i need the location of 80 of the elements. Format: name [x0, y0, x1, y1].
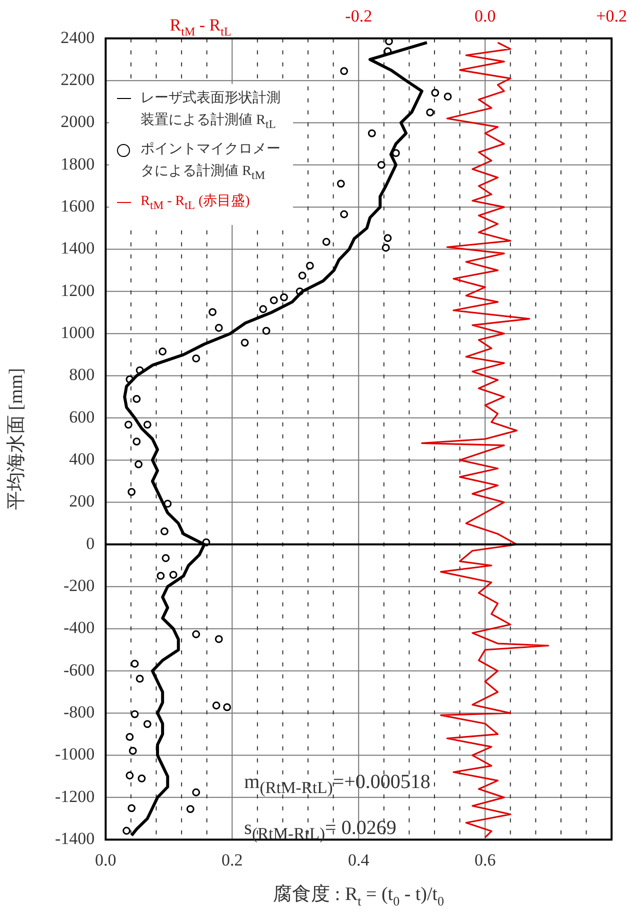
- legend-label: レーザ式表面形状計測装置による計測値 R$_{tL}$: [140, 89, 282, 132]
- y-tick-label: 600: [69, 407, 95, 426]
- legend-label: R$_{tM}$ - R$_{tL}$ (赤目盛): [140, 192, 250, 214]
- point: [214, 324, 223, 332]
- point: [192, 788, 200, 796]
- point: [128, 804, 136, 812]
- x-tick-label: 0.4: [348, 850, 370, 870]
- point: [192, 630, 200, 638]
- point: [136, 674, 144, 683]
- point: [122, 826, 130, 835]
- point: [431, 88, 440, 97]
- point: [156, 572, 165, 580]
- point: [158, 348, 167, 356]
- y-tick-label: -800: [63, 702, 95, 722]
- point: [426, 108, 434, 116]
- y-tick-label: 1000: [60, 323, 95, 342]
- y-tick-label: 200: [69, 492, 95, 511]
- point: [162, 554, 170, 562]
- point: [336, 180, 345, 188]
- point: [192, 354, 200, 362]
- point: [259, 305, 268, 314]
- point: [208, 308, 216, 316]
- point: [214, 635, 223, 644]
- x2-tick-label: +0.2: [596, 6, 628, 26]
- y-tick-label: -600: [63, 660, 95, 680]
- point: [126, 772, 134, 780]
- point: [340, 210, 348, 218]
- y-tick-label: -200: [63, 576, 95, 596]
- legend-label: ポイントマイクロメータによる計測値 R$_{tM}$: [140, 141, 282, 184]
- point: [280, 293, 288, 302]
- point: [126, 732, 134, 741]
- point: [368, 129, 376, 138]
- y-tick-label: 1200: [60, 280, 95, 300]
- point: [340, 67, 348, 76]
- point: [124, 420, 132, 429]
- point: [385, 38, 393, 46]
- point: [186, 805, 194, 813]
- y-tick-label: 2000: [60, 112, 95, 132]
- point: [160, 527, 168, 536]
- point: [130, 660, 139, 668]
- point: [212, 702, 220, 710]
- y-tick-label: 2200: [60, 70, 95, 90]
- point: [223, 703, 232, 712]
- y-tick-label: -1400: [54, 829, 95, 848]
- point: [128, 746, 137, 755]
- point: [382, 244, 390, 252]
- x2-tick-label: -0.2: [345, 6, 372, 26]
- y-tick-label: 2400: [60, 28, 95, 47]
- y-tick-label: -1200: [54, 786, 95, 806]
- point: [143, 420, 152, 429]
- y-tick-label: -1000: [54, 744, 95, 764]
- y-tick-label: 1800: [60, 154, 95, 174]
- y-tick-label: 0: [86, 534, 95, 553]
- point: [240, 338, 249, 347]
- y-tick-label: 1600: [60, 196, 95, 216]
- x-tick-label: 0.6: [474, 850, 496, 870]
- x2-tick-label: 0.0: [474, 6, 496, 26]
- y-tick-label: -400: [63, 618, 95, 638]
- point: [298, 272, 306, 280]
- y-tick-label: 800: [69, 365, 95, 384]
- point: [132, 394, 141, 403]
- point: [143, 720, 152, 728]
- x-tick-label: 0.2: [222, 850, 243, 870]
- point: [377, 160, 386, 169]
- point: [138, 774, 146, 782]
- point: [270, 296, 278, 304]
- point: [444, 92, 452, 101]
- y-tick-label: 1400: [60, 238, 95, 258]
- point: [306, 262, 314, 270]
- y-tick-label: 400: [69, 450, 95, 469]
- point: [134, 460, 142, 468]
- point: [384, 234, 392, 242]
- point: [128, 488, 136, 496]
- text: 平均海水面 [mm]: [6, 368, 27, 510]
- point: [169, 570, 178, 579]
- point: [322, 238, 330, 246]
- point: [130, 710, 139, 718]
- point: [262, 326, 270, 335]
- x-tick-label: 0.0: [95, 850, 116, 870]
- point: [132, 438, 141, 446]
